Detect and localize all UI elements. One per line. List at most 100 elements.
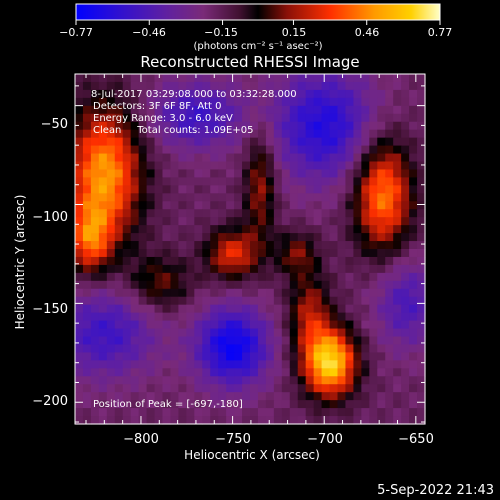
heatmap-cell <box>234 105 243 115</box>
heatmap-cell <box>361 280 370 290</box>
heatmap-cell <box>305 153 315 163</box>
heatmap-cell <box>234 137 243 147</box>
heatmap-cell <box>114 113 124 123</box>
heatmap-cell <box>194 264 203 274</box>
heatmap-cell <box>377 217 386 226</box>
heatmap-cell <box>106 225 116 234</box>
heatmap-cell <box>353 280 362 290</box>
heatmap-cell <box>361 408 370 417</box>
heatmap-cell <box>226 408 235 417</box>
heatmap-cell <box>122 177 132 186</box>
heatmap-cell <box>75 249 84 258</box>
heatmap-cell <box>90 161 100 171</box>
heatmap-cell <box>98 161 108 171</box>
heatmap-cell <box>393 304 402 314</box>
heatmap-cell <box>75 233 84 242</box>
heatmap-cell <box>218 360 227 369</box>
heatmap-cell <box>377 272 386 282</box>
heatmap-cell <box>122 81 132 91</box>
heatmap-cell <box>273 312 283 322</box>
heatmap-cell <box>90 249 100 258</box>
heatmap-cell <box>186 320 195 330</box>
heatmap-cell <box>98 193 108 202</box>
heatmap-cell <box>218 137 227 147</box>
heatmap-cell <box>353 320 362 330</box>
heatmap-cell <box>345 169 354 178</box>
colorbar-ticks <box>75 20 441 25</box>
heatmap-cell <box>289 352 299 361</box>
heatmap-cell <box>297 304 307 314</box>
heatmap-cell <box>345 217 354 226</box>
heatmap-cell <box>114 288 124 298</box>
heatmap-cell <box>130 344 140 353</box>
heatmap-cell <box>313 264 323 274</box>
heatmap-cell <box>98 312 108 322</box>
heatmap-cell <box>114 400 124 409</box>
heatmap-cell <box>401 312 410 322</box>
heatmap-cell <box>75 145 84 155</box>
heatmap-cell <box>409 384 418 393</box>
heatmap-cell <box>329 241 339 250</box>
heatmap-cell <box>154 392 164 401</box>
heatmap-cell <box>385 129 394 139</box>
heatmap-cell <box>353 256 362 266</box>
heatmap-cell <box>401 129 410 139</box>
heatmap-cell <box>162 249 172 258</box>
heatmap-cell <box>417 352 426 361</box>
heatmap-cell <box>82 169 92 178</box>
heatmap-cell <box>178 89 187 99</box>
heatmap-cell <box>202 177 211 186</box>
heatmap-cell <box>385 209 394 218</box>
heatmap-cell <box>281 272 291 282</box>
heatmap-cell <box>122 225 132 234</box>
heatmap-cell <box>361 225 370 234</box>
heatmap-cell <box>106 249 116 258</box>
heatmap-cell <box>345 137 354 147</box>
heatmap-cell <box>393 113 402 123</box>
heatmap-cell <box>393 153 402 163</box>
heatmap-cell <box>265 241 275 250</box>
heatmap-cell <box>265 344 275 353</box>
heatmap-cell <box>329 312 339 322</box>
heatmap-cell <box>242 121 251 131</box>
heatmap-cell <box>321 89 331 99</box>
heatmap-cell <box>329 264 339 274</box>
heatmap-cell <box>82 320 92 330</box>
heatmap-cell <box>369 256 378 266</box>
heatmap-cell <box>281 153 291 163</box>
heatmap-cell <box>138 408 148 417</box>
heatmap-cell <box>242 113 251 123</box>
heatmap-cell <box>305 280 315 290</box>
heatmap-cell <box>170 280 179 290</box>
heatmap-cell <box>273 256 283 266</box>
heatmap-cell <box>218 201 227 210</box>
heatmap-cell <box>369 320 378 330</box>
heatmap-cell <box>393 384 402 393</box>
heatmap-cell <box>75 153 84 163</box>
heatmap-cell <box>122 272 132 282</box>
heatmap-cell <box>82 121 92 131</box>
heatmap-cell <box>337 400 347 409</box>
heatmap-cell <box>82 280 92 290</box>
heatmap-cell <box>170 97 179 107</box>
heatmap-cell <box>281 177 291 186</box>
heatmap-cell <box>353 384 362 393</box>
heatmap-cell <box>345 304 354 314</box>
heatmap-cell <box>409 249 418 258</box>
heatmap-cell <box>361 328 370 338</box>
heatmap-cell <box>321 328 331 338</box>
heatmap-cell <box>194 296 203 306</box>
heatmap-cell <box>257 121 267 131</box>
heatmap-cell <box>401 352 410 361</box>
heatmap-cell <box>98 241 108 250</box>
heatmap-cell <box>106 384 116 393</box>
heatmap-cell <box>401 81 410 91</box>
heatmap-cell <box>178 256 187 266</box>
heatmap-cell <box>297 320 307 330</box>
heatmap-cell <box>385 217 394 226</box>
heatmap-cell <box>321 296 331 306</box>
heatmap-cell <box>162 288 172 298</box>
heatmap-cell <box>75 256 84 266</box>
heatmap-cell <box>82 400 92 409</box>
heatmap-cell <box>297 400 307 409</box>
